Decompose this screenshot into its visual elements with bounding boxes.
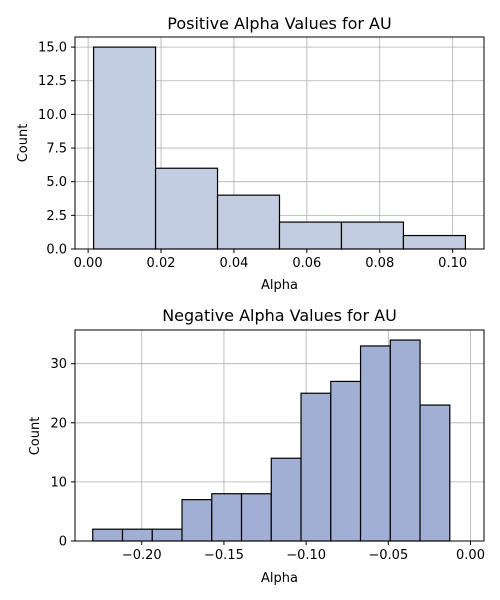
histogram-bar — [181, 499, 213, 542]
x-axis-ticks: 0.00 0.02 0.04 0.06 0.08 0.10 — [74, 249, 467, 271]
histogram-bar — [216, 194, 281, 250]
histogram-bar — [278, 221, 343, 250]
y-tick-label: 10.0 — [38, 108, 67, 123]
negative-alpha-histogram: Negative Alpha Values for AU −0.20 −0.15−… — [28, 306, 485, 586]
x-tick-label: −0.10 — [286, 548, 326, 563]
y-tick-label: 12.5 — [38, 74, 67, 89]
histogram-bar — [300, 392, 332, 542]
y-tick-label: 7.5 — [46, 142, 67, 157]
y-axis-label: Count — [16, 124, 31, 163]
histogram-bar — [92, 528, 124, 542]
x-tick-label: 0.02 — [147, 256, 176, 271]
chart-title: Negative Alpha Values for AU — [162, 306, 397, 325]
y-tick-label: 15.0 — [38, 41, 67, 56]
y-tick-label: 5.0 — [46, 175, 67, 190]
x-tick-label: 0.00 — [74, 256, 103, 271]
histogram-bar — [359, 345, 391, 542]
x-tick-label: 0.00 — [456, 548, 485, 563]
histogram-bar — [330, 380, 362, 542]
y-axis-label: Count — [28, 417, 43, 456]
histogram-bar — [419, 404, 451, 542]
x-tick-label: 0.04 — [219, 256, 248, 271]
plot-frame — [74, 329, 485, 542]
y-tick-label: 0 — [59, 535, 67, 550]
y-tick-label: 20 — [50, 416, 67, 431]
x-tick-label: −0.05 — [368, 548, 408, 563]
y-axis-ticks: 0.0 2.5 5.0 7.5 10.0 12.5 15.0 — [38, 41, 75, 258]
histogram-bar — [240, 493, 272, 542]
histogram-bar — [389, 339, 421, 542]
positive-alpha-histogram: Positive Alpha Values for AU 0.00 0.02 0.0… — [16, 14, 485, 293]
x-tick-label: 0.08 — [365, 256, 394, 271]
x-tick-label: −0.15 — [204, 548, 244, 563]
plot-frame — [74, 36, 485, 250]
histogram-bar — [121, 528, 153, 542]
y-tick-label: 10 — [50, 475, 67, 490]
y-tick-label: 30 — [50, 357, 67, 372]
bars — [92, 46, 467, 250]
x-axis-label: Alpha — [261, 278, 298, 293]
histogram-bar — [211, 493, 243, 542]
histogram-bar — [92, 46, 157, 250]
y-tick-label: 0.0 — [46, 243, 67, 258]
x-tick-label: 0.10 — [438, 256, 467, 271]
histogram-bar — [151, 528, 183, 542]
histogram-bar — [402, 234, 467, 250]
x-tick-label: 0.06 — [292, 256, 321, 271]
y-axis-ticks: 0 10 20 30 — [50, 357, 75, 550]
x-axis-ticks: −0.20 −0.15 −0.10 −0.05 0.00 — [122, 541, 485, 563]
y-tick-label: 2.5 — [46, 209, 67, 224]
histogram-bar — [270, 457, 302, 542]
histogram-bar — [340, 221, 405, 250]
histogram-bar — [154, 167, 219, 250]
chart-title: Positive Alpha Values for AU — [167, 14, 391, 33]
x-tick-label: −0.20 — [122, 548, 162, 563]
x-axis-label: Alpha — [261, 571, 298, 586]
